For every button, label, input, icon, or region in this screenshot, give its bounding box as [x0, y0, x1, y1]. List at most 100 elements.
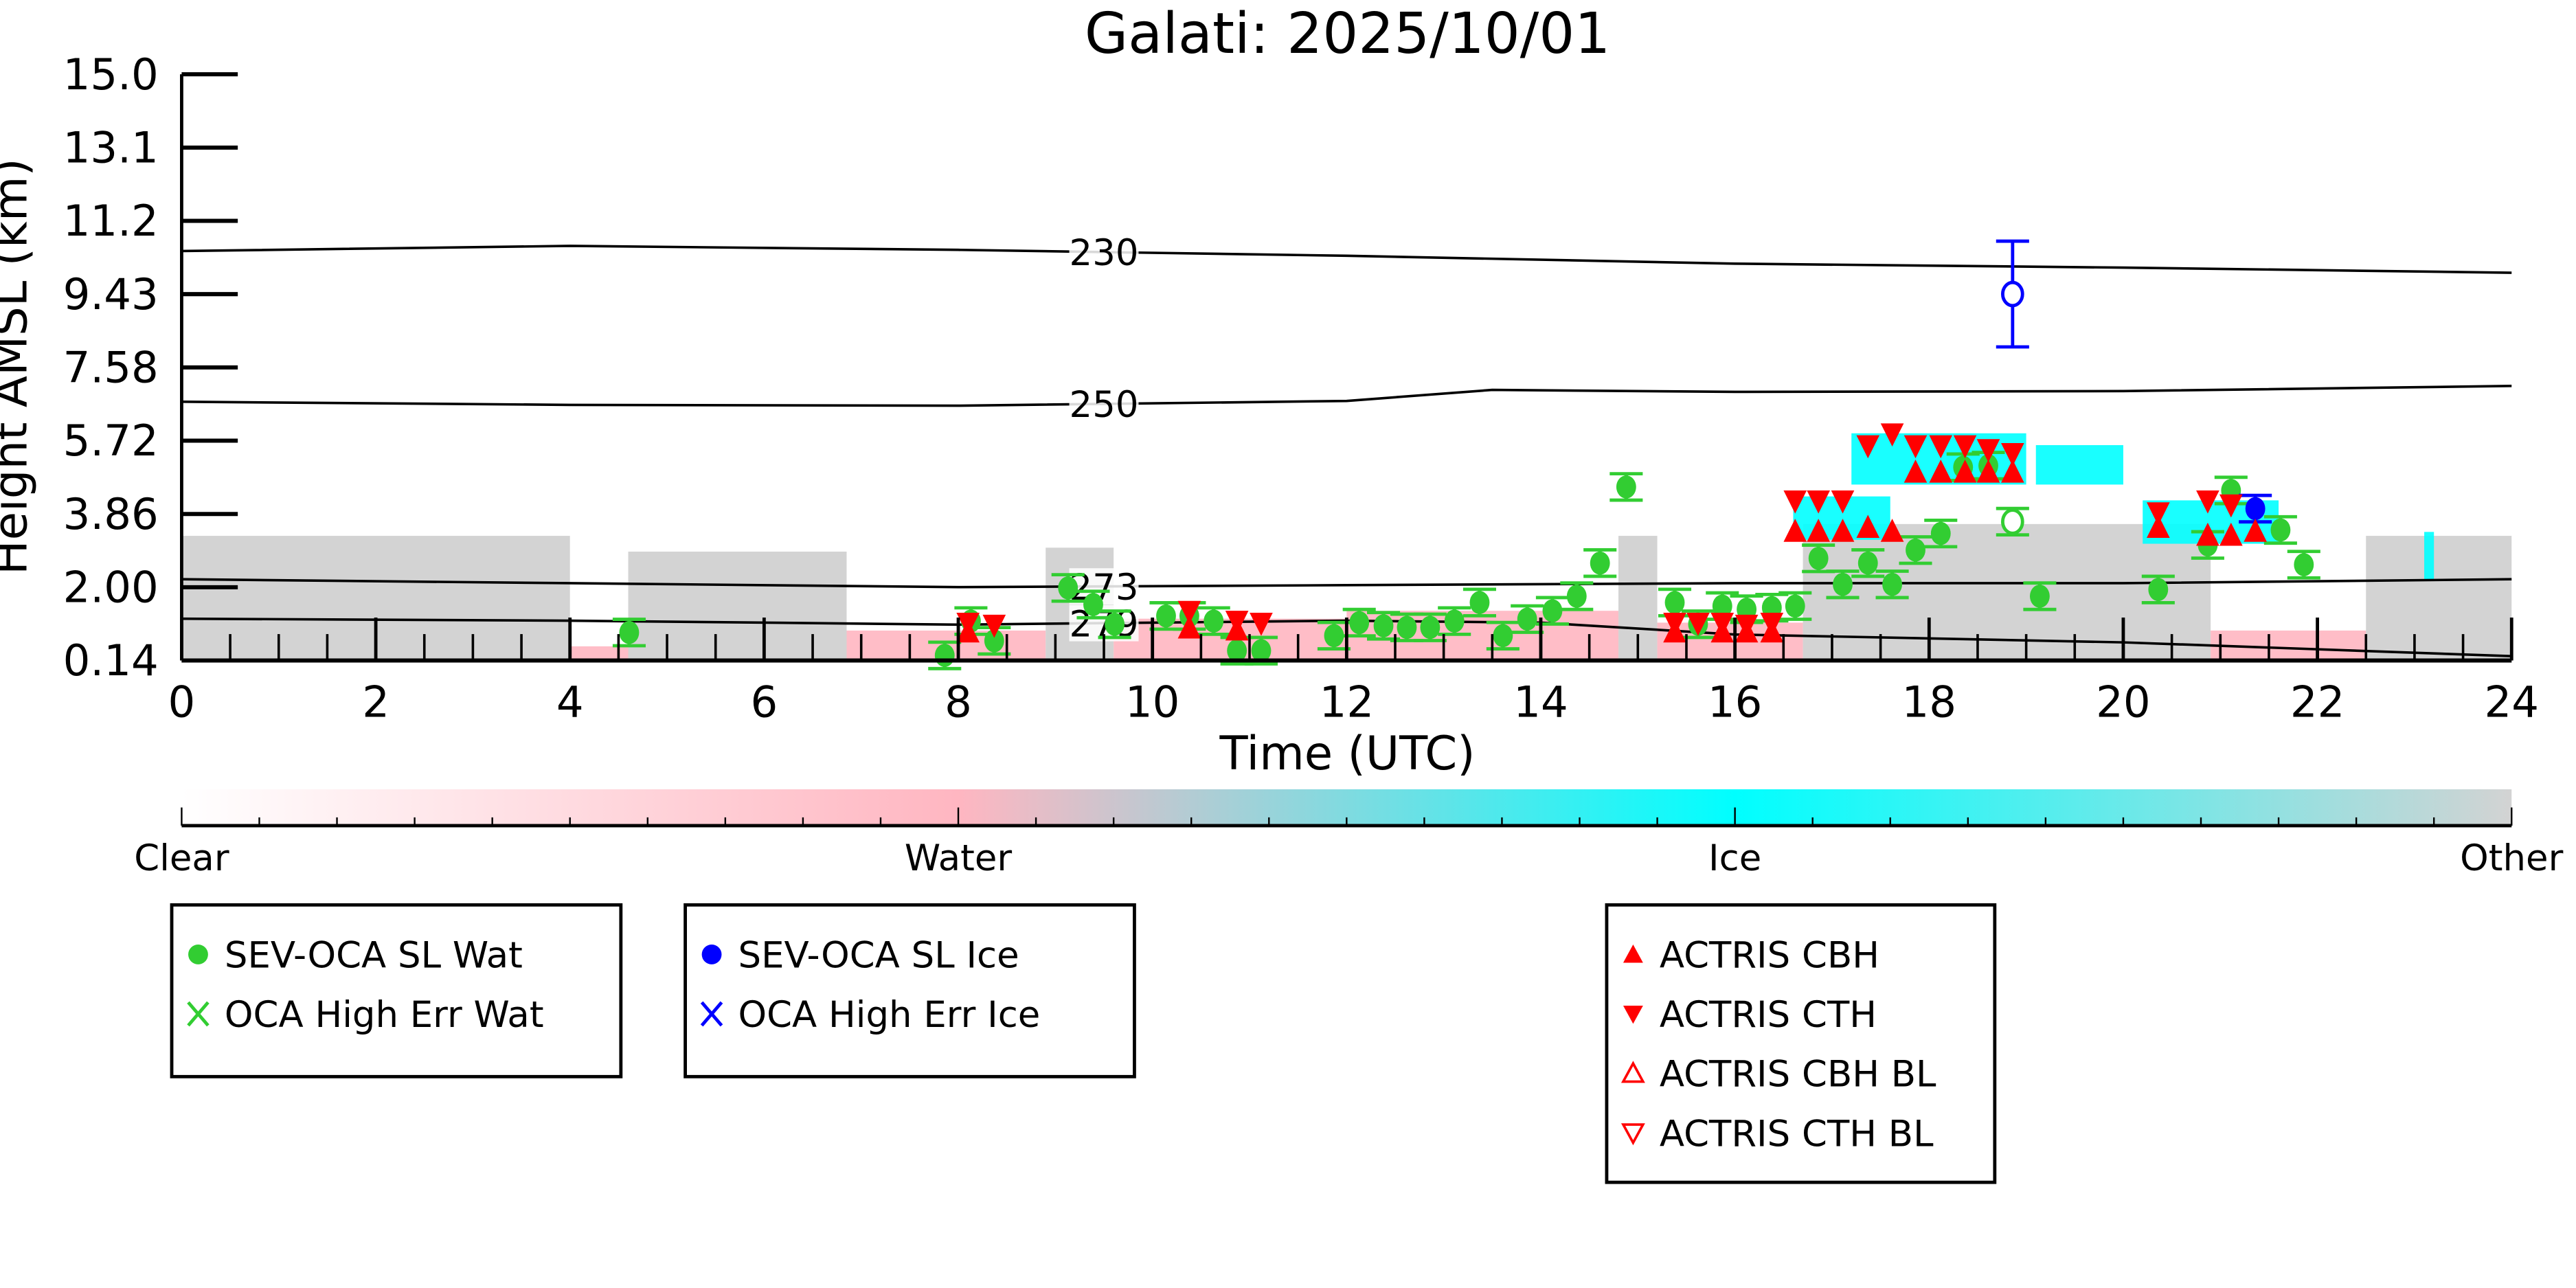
actris-cth-marker — [1831, 490, 1855, 514]
data-point-sev-oca-sl-wat — [1227, 639, 1247, 663]
legend-box — [1605, 903, 1997, 1184]
legend-box — [170, 903, 623, 1078]
data-point-sev-oca-sl-wat — [1857, 551, 1878, 575]
data-point-sev-oca-sl-wat — [1349, 611, 1370, 635]
legend-entry: SEV-OCA SL Ice — [701, 935, 1019, 977]
x-axis-label: Time (UTC) — [1219, 727, 1476, 780]
contour-line-230 — [181, 245, 2512, 274]
y-tick-label: 11.2 — [63, 196, 159, 246]
legend-triangle-up-icon — [1623, 945, 1643, 963]
actris-cbh-marker — [2219, 522, 2243, 546]
colorbar-label-other: Other — [2460, 837, 2563, 879]
data-point-sev-oca-sl-wat — [1808, 546, 1829, 570]
x-tick-label: 10 — [1125, 677, 1180, 727]
legend-x-icon — [187, 1001, 210, 1027]
legend-triangle-down-icon — [1620, 1123, 1645, 1146]
x-tick-label: 8 — [945, 677, 972, 727]
data-point-sev-oca-sl-wat — [2148, 578, 2169, 601]
actris-cbh-marker — [1177, 615, 1201, 639]
data-point-sev-oca-sl-wat — [1156, 604, 1176, 628]
data-point-sev-oca-sl-wat — [1469, 591, 1490, 614]
legend-entry: ACTRIS CTH — [1623, 994, 1877, 1036]
actris-cth-marker — [1225, 611, 1249, 634]
x-tick-label: 16 — [1708, 677, 1763, 727]
data-point-sev-oca-sl-wat — [1420, 615, 1440, 640]
actris-cbh-marker — [1856, 515, 1880, 539]
legend-triangle-up-icon — [1620, 1061, 1645, 1083]
legend-label: SEV-OCA SL Ice — [738, 935, 1019, 977]
legend-circle-icon — [701, 945, 722, 964]
contour-line-250 — [181, 385, 2512, 407]
actris-cth-marker — [1929, 435, 1953, 459]
actris-cth-marker — [1976, 439, 2000, 462]
legend-label: OCA High Err Wat — [225, 994, 544, 1036]
data-point-sev-oca-sl-wat — [1397, 615, 1417, 640]
data-point-sev-oca-sl-wat — [1105, 612, 1125, 636]
chart-title: Galati: 2025/10/01 — [1085, 1, 1610, 67]
data-point-sev-oca-sl-wat — [1785, 594, 1805, 618]
legends: SEV-OCA SL Wat OCA High Err Wat SEV-OCA SL… — [170, 903, 1997, 1184]
actris-cth-marker — [1953, 435, 1977, 459]
data-point-sev-oca-sl-wat — [2270, 518, 2291, 542]
x-tick-label: 22 — [2290, 677, 2345, 727]
actris-cbh-marker — [1903, 459, 1928, 483]
actris-cth-marker — [1686, 612, 1710, 636]
actris-cth-marker — [982, 614, 1006, 638]
colorbar-label-ice: Ice — [1708, 837, 1761, 879]
legend-entry: ACTRIS CTH BL — [1620, 1113, 1934, 1155]
actris-cbh-marker — [2001, 459, 2024, 483]
actris-cbh-marker — [1929, 459, 1953, 483]
x-tick-label: 20 — [2096, 677, 2151, 727]
y-tick-label: 9.43 — [63, 269, 159, 319]
contour-label-bg — [1069, 234, 1139, 271]
actris-cth-marker — [2196, 490, 2219, 514]
y-tick-label: 3.86 — [63, 489, 159, 539]
x-tick-label: 2 — [362, 677, 389, 727]
data-point-sev-oca-sl-wat — [2029, 585, 2050, 608]
legend-entry: OCA High Err Ice — [700, 994, 1041, 1036]
y-tick-label: 0.14 — [63, 635, 159, 686]
contour-label-230: 230 — [1070, 232, 1139, 274]
contour-line-273 — [181, 578, 2512, 589]
legend-circle-icon — [188, 945, 208, 964]
legend-label: ACTRIS CBH — [1660, 935, 1879, 977]
data-point-sev-oca-sl-wat — [1906, 538, 1925, 562]
data-point-sev-oca-sl-ice — [2245, 497, 2266, 521]
actris-cbh-marker — [1880, 519, 1904, 542]
region-water — [1346, 611, 1619, 661]
data-point-sev-oca-sl-wat — [1251, 639, 1272, 663]
region-other — [628, 552, 847, 661]
legend-label: SEV-OCA SL Wat — [225, 935, 523, 977]
colorbar-label-clear: Clear — [134, 837, 229, 879]
contour-label-250: 250 — [1070, 384, 1139, 426]
data-point-sev-oca-sl-wat — [1712, 594, 1732, 618]
y-tick-label: 2.00 — [63, 563, 159, 613]
data-point-sev-oca-sl-wat — [1373, 614, 1394, 637]
x-tick-label: 14 — [1513, 677, 1568, 727]
legend-label: ACTRIS CBH BL — [1660, 1054, 1936, 1096]
legend-label: ACTRIS CTH — [1660, 994, 1877, 1036]
data-point-sev-oca-sl-wat — [1444, 609, 1465, 633]
y-tick-label: 15.0 — [63, 49, 159, 100]
y-tick-label: 13.1 — [63, 122, 159, 172]
actris-cbh-marker — [1783, 519, 1807, 542]
y-tick-label: 7.58 — [63, 342, 159, 392]
actris-cth-marker — [1760, 612, 1784, 636]
actris-cbh-marker — [2244, 519, 2267, 542]
x-tick-label: 0 — [168, 677, 196, 727]
data-point-sev-oca-sl-wat — [1542, 599, 1563, 623]
actris-cth-marker — [1783, 490, 1807, 514]
region-ice — [2424, 532, 2434, 580]
actris-cth-marker — [1710, 612, 1735, 636]
actris-cth-marker — [1880, 423, 1904, 447]
legend-entry: OCA High Err Wat — [187, 994, 544, 1036]
actris-cbh-marker — [1807, 519, 1831, 542]
x-tick-label: 24 — [2484, 677, 2539, 727]
x-tick-label: 12 — [1320, 677, 1375, 727]
data-point-sev-oca-sl-wat — [1204, 609, 1224, 633]
actris-cth-marker — [1807, 490, 1831, 514]
actris-cbh-marker — [2196, 522, 2219, 546]
legend-label: OCA High Err Ice — [738, 994, 1041, 1036]
data-point-sev-oca-sl-wat — [1493, 624, 1513, 648]
